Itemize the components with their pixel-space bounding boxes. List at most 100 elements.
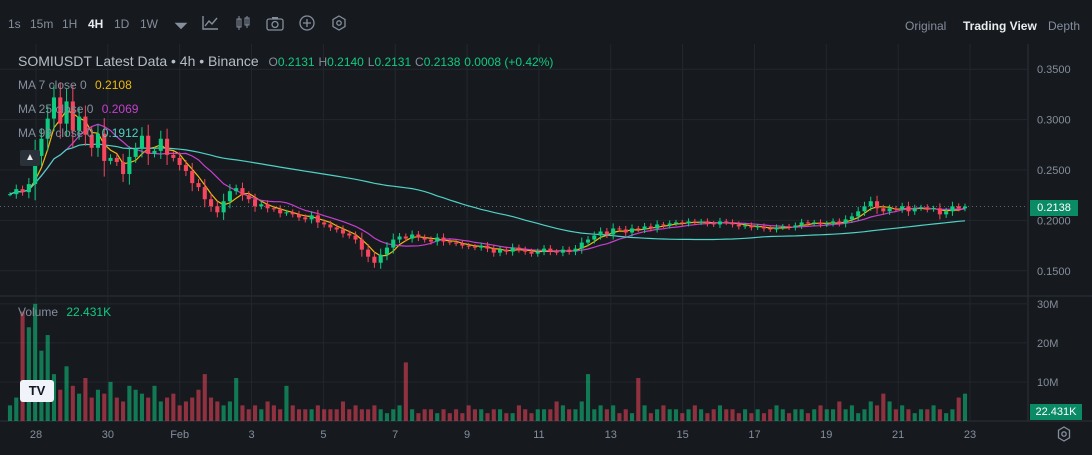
volume-bar xyxy=(868,401,873,421)
price-tick-label: 0.2500 xyxy=(1037,165,1071,177)
volume-bar xyxy=(874,405,880,421)
volume-bar xyxy=(604,409,609,421)
interval-1s[interactable]: 1s xyxy=(8,17,21,31)
candles xyxy=(7,82,968,269)
volume-tick-label: 20M xyxy=(1037,338,1058,350)
candle-body xyxy=(579,242,584,249)
candle-body xyxy=(812,222,817,224)
candle-body xyxy=(956,206,961,209)
volume-bar xyxy=(165,397,170,421)
volume-bar xyxy=(278,409,283,421)
candle-body xyxy=(26,184,31,193)
volume-bar xyxy=(284,385,289,421)
candle-body xyxy=(774,227,779,230)
candles-icon[interactable] xyxy=(234,15,252,31)
candle-body xyxy=(165,138,170,155)
candle-body xyxy=(334,227,339,230)
candle-body xyxy=(20,189,25,193)
volume-bar xyxy=(70,385,75,421)
volume-bar xyxy=(384,413,390,421)
volume-bar xyxy=(353,405,358,421)
candle-body xyxy=(598,231,603,236)
candle-body xyxy=(340,229,346,234)
candle-body xyxy=(887,208,892,212)
volume-bar xyxy=(303,409,308,421)
candle-body xyxy=(680,222,685,224)
candle-body xyxy=(843,219,848,224)
candle-body xyxy=(114,157,119,162)
volume-bar xyxy=(347,409,352,421)
volume-bar xyxy=(234,378,239,421)
candle-body xyxy=(83,116,88,135)
candle-body xyxy=(573,248,578,252)
candle-body xyxy=(874,201,880,209)
candle-body xyxy=(567,249,572,252)
candle-body xyxy=(548,248,553,252)
view-depth[interactable]: Depth xyxy=(1048,19,1081,33)
candle-body xyxy=(516,247,521,250)
candle-body xyxy=(485,245,490,249)
candle-body xyxy=(33,155,38,185)
volume-bar xyxy=(322,409,327,421)
candle-body xyxy=(183,164,188,172)
volume-bar xyxy=(435,413,440,421)
candle-body xyxy=(787,226,792,228)
interval-1w[interactable]: 1W xyxy=(140,17,158,31)
last-price-tag: 0.2138 xyxy=(1030,200,1078,216)
candle-body xyxy=(58,97,63,124)
line-chart-icon[interactable] xyxy=(201,15,219,31)
volume-bar xyxy=(761,413,766,421)
view-original[interactable]: Original xyxy=(905,19,947,33)
volume-bar xyxy=(102,393,107,421)
gear-icon[interactable] xyxy=(1056,426,1072,442)
settings-hex-icon[interactable] xyxy=(330,15,348,31)
candle-body xyxy=(535,251,540,254)
interval-15m[interactable]: 15m xyxy=(30,17,54,31)
volume-bar xyxy=(554,401,559,421)
candle-body xyxy=(133,148,138,157)
volume-bar xyxy=(215,401,220,421)
candle-body xyxy=(755,226,760,228)
volume-bar xyxy=(171,393,176,421)
ma99-line xyxy=(9,143,966,241)
candle-body xyxy=(64,101,69,124)
candle-body xyxy=(466,245,471,247)
chevron-down-icon[interactable] xyxy=(172,18,190,34)
candle-body xyxy=(648,226,653,229)
volume-bar xyxy=(699,409,704,421)
candle-body xyxy=(209,199,214,207)
candle-body xyxy=(278,209,283,214)
candle-body xyxy=(102,133,107,161)
candlestick-chart[interactable]: 0.3500 0.3000 0.2500 0.2000 0.1500 30M 20M 10M 2… xyxy=(0,44,1092,455)
close-key: C xyxy=(415,55,424,69)
volume-bars xyxy=(7,303,968,421)
volume-bar xyxy=(567,409,572,421)
candle-body xyxy=(623,229,628,233)
volume-bar xyxy=(831,409,836,421)
candle-body xyxy=(893,208,898,210)
volume-bar xyxy=(454,409,459,421)
interval-1h[interactable]: 1H xyxy=(62,17,78,31)
volume-bar xyxy=(290,405,295,421)
volume-bar xyxy=(139,393,144,421)
volume-bar xyxy=(133,389,138,421)
volume-bar xyxy=(479,409,484,421)
volume-bar xyxy=(962,393,968,421)
interval-1d[interactable]: 1D xyxy=(114,17,130,31)
volume-bar xyxy=(542,409,547,421)
interval-4h[interactable]: 4H xyxy=(88,17,104,31)
candle-body xyxy=(761,226,766,229)
volume-bar xyxy=(246,409,251,421)
candle-body xyxy=(391,239,396,248)
time-tick-label: 17 xyxy=(748,429,760,441)
volume-bar xyxy=(655,409,660,421)
collapse-legend-button[interactable]: ▲ xyxy=(20,150,40,166)
view-trading-view[interactable]: Trading View xyxy=(963,19,1037,33)
camera-icon[interactable] xyxy=(266,15,284,31)
last-volume-tag: 22.431K xyxy=(1030,404,1082,420)
volume-bar xyxy=(862,409,867,421)
volume-bar xyxy=(900,405,905,421)
candle-body xyxy=(139,135,144,149)
candle-body xyxy=(479,245,484,248)
add-indicator-icon[interactable] xyxy=(298,15,316,31)
